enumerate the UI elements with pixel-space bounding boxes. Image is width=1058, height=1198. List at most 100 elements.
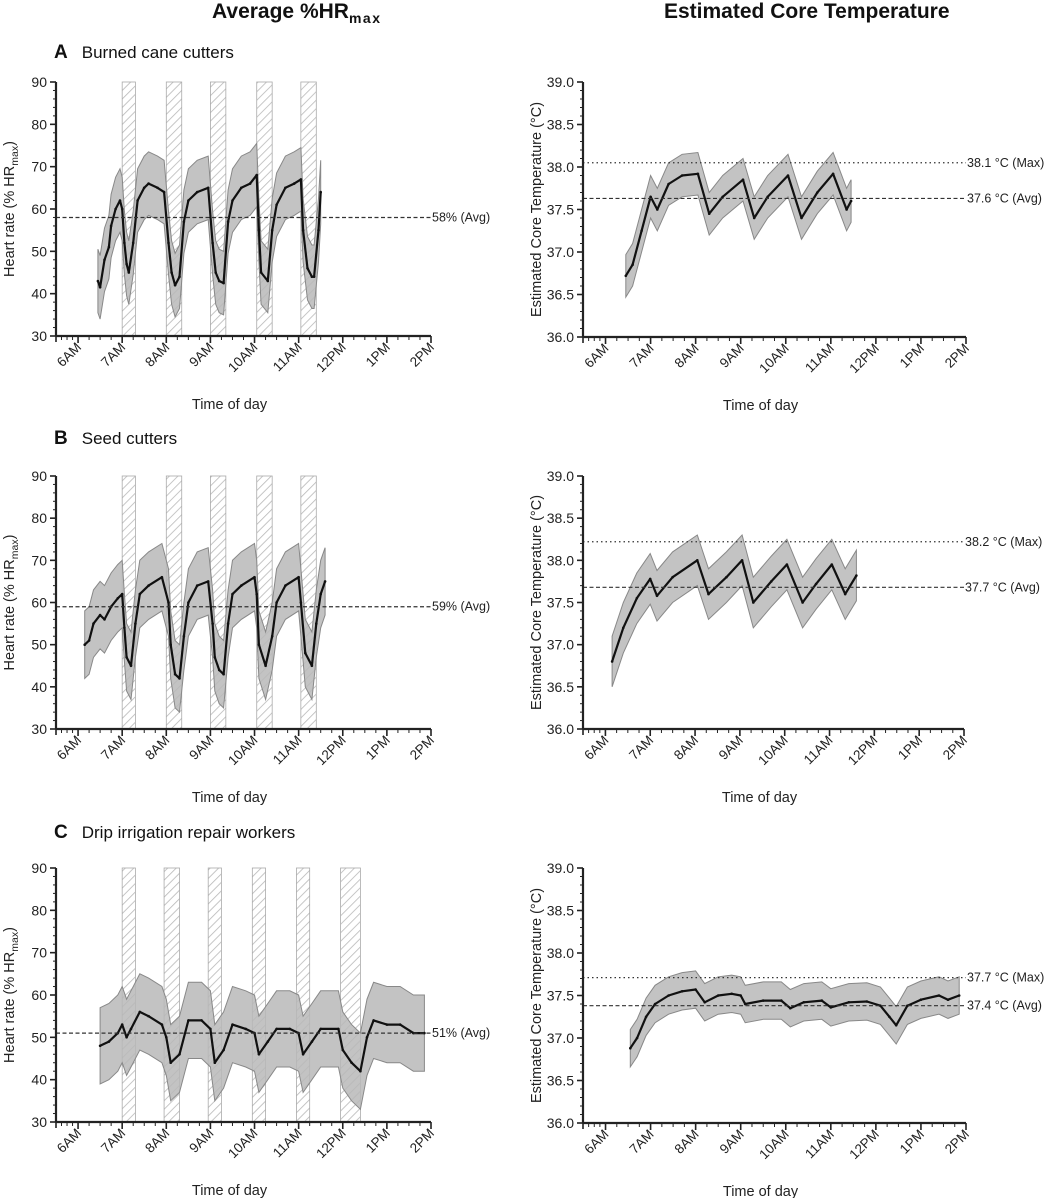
x-tick-label-3: 8AM <box>671 733 701 763</box>
y-tick-label-2: 36.5 <box>547 287 574 303</box>
data-point-44 <box>306 267 309 270</box>
data-point-18 <box>829 1006 833 1009</box>
x-axis-label: Time of day <box>723 398 799 414</box>
x-tick-label-3: 8AM <box>142 1126 172 1156</box>
x-axis-label: Time of day <box>192 397 268 413</box>
data-point-3 <box>640 229 643 233</box>
data-point-4 <box>107 245 111 249</box>
data-point-12 <box>178 1053 181 1056</box>
data-point-14 <box>786 174 790 177</box>
y-tick-label-2: 40 <box>31 286 47 302</box>
data-point-31 <box>253 575 256 579</box>
data-point-2 <box>98 286 102 289</box>
data-point-8 <box>696 172 700 176</box>
data-point-3 <box>635 597 639 600</box>
x-tick-label-3: 8AM <box>672 1127 702 1157</box>
data-point-19 <box>178 677 181 680</box>
data-point-15 <box>814 582 818 586</box>
data-point-26 <box>211 241 214 245</box>
column-title-hr-text: Average %HR <box>212 0 349 23</box>
panel-name-b: Seed cutters <box>81 429 178 448</box>
y-tick-label-5: 38.0 <box>547 552 574 568</box>
x-tick-label-9: 2PM <box>407 1126 437 1156</box>
y-tick-label-5: 70 <box>31 552 47 568</box>
data-point-21 <box>257 1053 261 1056</box>
data-point-1 <box>624 274 628 278</box>
data-point-8 <box>707 592 710 596</box>
y-axis-label-main: Heart rate (% HR <box>2 952 18 1063</box>
data-point-32 <box>255 592 258 596</box>
data-point-10 <box>165 1036 168 1039</box>
data-point-15 <box>209 1027 212 1031</box>
data-point-13 <box>766 195 769 199</box>
data-point-34 <box>372 1019 375 1022</box>
data-point-17 <box>222 1048 225 1052</box>
data-point-17 <box>843 592 847 596</box>
y-axis-label: Estimated Core Temperature (°C) <box>529 495 545 710</box>
data-point-6 <box>129 1027 133 1031</box>
data-point-11 <box>739 994 742 997</box>
confidence-band <box>625 151 852 299</box>
data-point-33 <box>257 643 261 646</box>
x-tick-label-1: 6AM <box>54 1126 84 1156</box>
data-point-33 <box>365 1036 369 1039</box>
data-point-16 <box>156 186 159 190</box>
data-point-42 <box>315 622 318 625</box>
y-tick-label-3: 50 <box>31 243 47 259</box>
data-point-23 <box>894 1024 898 1027</box>
y-axis-label-sub: max <box>9 931 21 952</box>
data-point-15 <box>147 182 150 185</box>
x-tick-label-6: 11AM <box>270 733 305 768</box>
data-point-7 <box>696 559 699 562</box>
x-tick-label-6: 11AM <box>802 341 837 376</box>
data-point-1 <box>96 279 100 283</box>
x-tick-label-6: 11AM <box>802 1127 837 1162</box>
x-tick-label-3: 8AM <box>672 341 702 371</box>
series-line <box>611 559 858 662</box>
y-tick-label-4: 60 <box>31 987 47 1003</box>
data-point-1 <box>83 643 86 646</box>
data-point-22 <box>266 1040 270 1043</box>
data-point-24 <box>288 1027 292 1031</box>
data-point-22 <box>195 584 199 587</box>
data-point-9 <box>123 241 126 245</box>
confidence-band <box>611 533 857 687</box>
data-point-8 <box>703 1001 706 1004</box>
x-tick-label-7: 12PM <box>845 733 881 769</box>
data-point-24 <box>211 622 214 625</box>
data-point-4 <box>653 1002 657 1006</box>
y-tick-label-5: 70 <box>31 945 47 961</box>
data-point-6 <box>667 182 670 186</box>
x-tick-label-2: 7AM <box>98 340 128 370</box>
data-point-41 <box>310 664 314 668</box>
y-tick-label-6: 80 <box>31 510 47 526</box>
data-point-33 <box>248 182 252 185</box>
column-title-temp: Estimated Core Temperature <box>664 0 950 23</box>
y-tick-label-1: 30 <box>31 721 47 737</box>
x-tick-label-9: 2PM <box>940 733 970 763</box>
data-point-1 <box>610 660 614 663</box>
y-axis-label-end: ) <box>2 927 18 932</box>
data-point-5 <box>109 224 113 228</box>
data-point-14 <box>780 999 783 1002</box>
x-tick-label-4: 9AM <box>717 341 747 371</box>
data-point-35 <box>270 634 274 638</box>
chart-c-temp: 37.7 °C (Max) 37.4 °C (Avg) 36.0 36.5 37.0 37… <box>529 860 1044 1198</box>
reference-label-1: 38.2 °C (Max) <box>965 535 1042 549</box>
data-point-11 <box>127 271 131 274</box>
y-axis-label-end: ) <box>2 141 18 146</box>
series-line <box>96 174 322 289</box>
data-point-19 <box>244 1027 247 1031</box>
data-point-1 <box>98 1044 102 1048</box>
x-tick-label-5: 10AM <box>756 1127 792 1163</box>
data-point-22 <box>182 220 186 223</box>
data-point-15 <box>160 575 164 579</box>
data-point-2 <box>622 626 625 630</box>
data-point-14 <box>200 1019 203 1022</box>
x-tick-label-2: 7AM <box>98 733 128 763</box>
y-tick-label-7: 39.0 <box>547 468 574 484</box>
reference-label-2: 37.7 °C (Avg) <box>965 580 1040 594</box>
data-point-44 <box>323 580 327 583</box>
data-point-27 <box>214 271 217 274</box>
data-point-13 <box>187 1019 190 1022</box>
